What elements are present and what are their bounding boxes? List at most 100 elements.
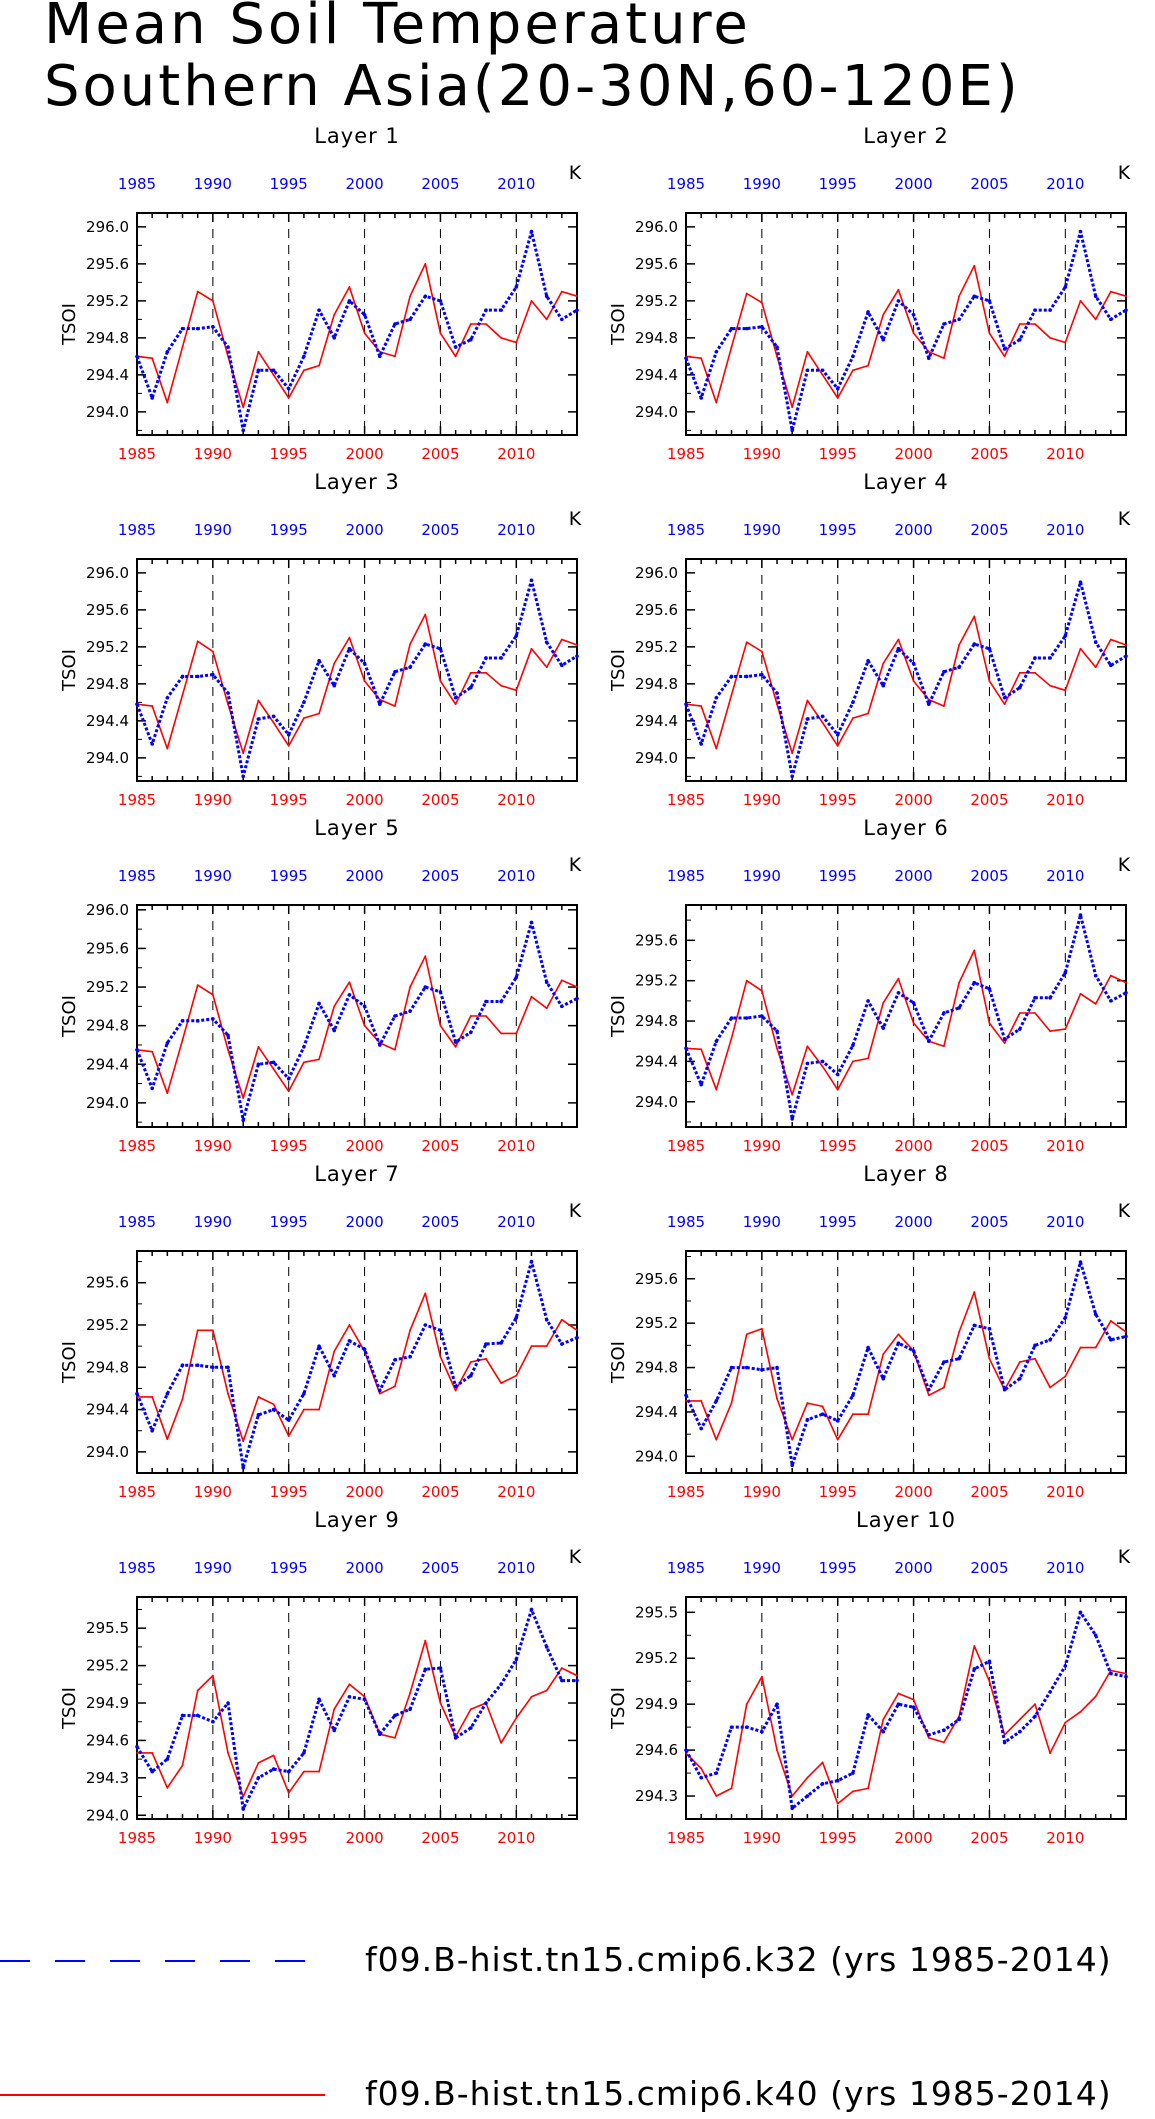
data-point-k32	[1124, 1674, 1128, 1679]
x-tick-label-bottom: 1990	[194, 791, 232, 809]
data-point-k32	[165, 695, 170, 700]
data-point-k32	[347, 299, 352, 303]
data-point-k40	[851, 1413, 854, 1416]
y-tick-label: 294.3	[86, 1769, 129, 1787]
data-point-k32	[302, 1751, 306, 1755]
data-point-k32	[790, 1463, 795, 1468]
data-point-k32	[714, 695, 719, 700]
x-tick-label-top: 2005	[970, 1213, 1008, 1231]
data-point-k40	[745, 641, 748, 644]
data-point-k32	[393, 1358, 397, 1362]
y-axis-label: TSOI	[59, 995, 80, 1038]
data-point-k40	[196, 640, 199, 643]
chart-panel-layer-8: Layer 8 K TSOI 1985 1985 1990 1990 1995 1995 2000…	[606, 1161, 1155, 1523]
x-tick-label-top: 2000	[894, 521, 932, 539]
data-point-k40	[1125, 981, 1127, 984]
series-line-k32	[135, 578, 578, 778]
data-point-k32	[423, 1667, 428, 1672]
data-point-k40	[1034, 671, 1036, 674]
x-tick-label-bottom: 1985	[118, 1483, 156, 1501]
panel-title: Layer 7	[314, 1162, 400, 1186]
data-point-k32	[332, 336, 337, 340]
data-point-k32	[1063, 1315, 1068, 1320]
data-point-k40	[181, 1039, 184, 1042]
data-point-k32	[881, 1729, 886, 1734]
data-point-k32	[835, 1419, 840, 1423]
series-line-k32	[684, 580, 1127, 778]
data-point-k40	[363, 680, 366, 682]
plot-frame	[685, 904, 1127, 1128]
data-point-k40	[515, 1374, 518, 1377]
x-tick-label-bottom: 2000	[345, 1829, 383, 1847]
x-tick-label-top: 2010	[1046, 1559, 1084, 1577]
data-point-k32	[256, 368, 261, 373]
y-axis-label: TSOI	[608, 995, 629, 1038]
data-point-k32	[1017, 1376, 1022, 1381]
data-point-k32	[150, 396, 154, 400]
y-tick-label: 296.0	[635, 564, 678, 582]
data-point-k40	[927, 1394, 930, 1397]
data-point-k40	[211, 299, 214, 302]
data-point-k32	[1048, 1338, 1052, 1342]
data-point-k32	[942, 322, 946, 326]
data-point-k40	[821, 1405, 824, 1408]
data-point-k32	[744, 1365, 749, 1370]
data-point-k32	[514, 1315, 519, 1320]
data-point-k32	[560, 1342, 564, 1346]
data-point-k40	[302, 1061, 305, 1064]
data-point-k32	[987, 299, 992, 303]
x-tick-label-top: 1985	[118, 521, 156, 539]
series-line-k40	[137, 1639, 578, 1798]
data-point-k40	[348, 981, 351, 984]
data-point-k32	[377, 354, 382, 359]
data-point-k32	[1078, 913, 1083, 917]
data-point-k40	[257, 350, 260, 353]
data-point-k32	[241, 428, 246, 433]
data-point-k40	[760, 1327, 763, 1330]
data-point-k40	[1079, 1346, 1082, 1349]
x-tick-label-top: 2005	[970, 175, 1008, 193]
data-point-k40	[700, 705, 703, 707]
data-point-k40	[943, 1741, 945, 1744]
data-point-k32	[699, 1426, 703, 1431]
data-point-k32	[286, 386, 291, 391]
data-point-k40	[439, 680, 442, 682]
data-point-k40	[745, 292, 748, 295]
data-point-k32	[271, 714, 276, 719]
plot-frame	[685, 1250, 1127, 1474]
data-point-k40	[715, 1438, 718, 1441]
data-point-k40	[1125, 1672, 1127, 1675]
chart-panel-layer-5: Layer 5 K TSOI 1985 1985 1990 1990 1995 1995 2000…	[57, 815, 617, 1177]
data-point-k32	[1124, 654, 1128, 658]
series-line-k32	[684, 1610, 1127, 1810]
data-point-k32	[484, 308, 488, 312]
data-point-k40	[806, 1045, 809, 1048]
data-point-k32	[256, 1776, 261, 1780]
data-point-k40	[272, 373, 275, 376]
data-point-k40	[333, 1708, 336, 1711]
data-point-k40	[257, 699, 260, 702]
data-point-k32	[1093, 973, 1098, 978]
data-point-k40	[211, 993, 214, 996]
y-tick-label: 295.6	[635, 1270, 678, 1288]
x-tick-label-top: 1985	[118, 175, 156, 193]
data-point-k32	[347, 646, 352, 651]
data-point-k32	[911, 1705, 916, 1710]
data-point-k40	[454, 1045, 457, 1048]
data-point-k32	[775, 1702, 779, 1706]
data-point-k40	[485, 323, 487, 325]
x-tick-label-top: 2010	[497, 175, 535, 193]
series-line-k40	[136, 955, 578, 1099]
data-point-k32	[684, 702, 688, 707]
data-point-k32	[820, 714, 825, 719]
x-tick-label-bottom: 2000	[345, 1137, 383, 1155]
data-point-k32	[1109, 1671, 1113, 1676]
data-point-k32	[684, 1393, 688, 1398]
x-tick-label-bottom: 1995	[819, 1483, 857, 1501]
data-point-k32	[377, 1043, 382, 1047]
data-point-k40	[1049, 336, 1052, 339]
data-point-k40	[700, 1048, 703, 1051]
data-point-k32	[926, 1387, 931, 1392]
data-point-k32	[972, 642, 977, 646]
x-tick-label-top: 1995	[819, 867, 857, 885]
